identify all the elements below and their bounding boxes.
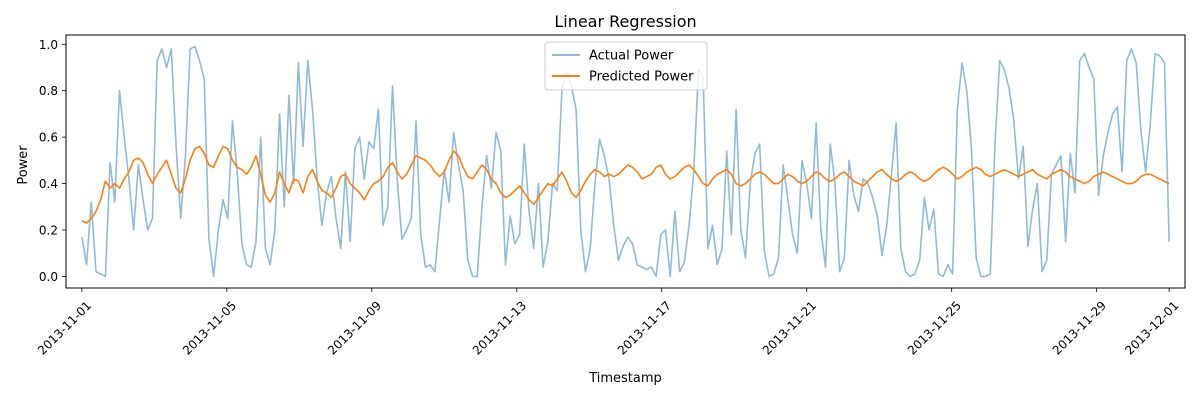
legend: Actual Power Predicted Power — [544, 41, 708, 91]
plot-frame — [65, 34, 1186, 289]
x-axis-label: Timestamp — [588, 371, 662, 386]
y-tick-label: 0.2 — [39, 223, 58, 237]
x-tick-label: 2013-11-25 — [905, 298, 964, 357]
chart-title: Linear Regression — [554, 12, 696, 31]
y-tick-label: 1.0 — [39, 38, 58, 52]
y-axis-label: Power — [16, 145, 31, 185]
y-axis: 0.0 0.2 0.4 0.6 0.8 1.0 — [39, 38, 66, 284]
y-tick-label: 0.6 — [39, 131, 58, 145]
x-tick-label: 2013-11-21 — [760, 298, 819, 357]
series-layer — [81, 45, 1170, 278]
x-tick-label: 2013-11-17 — [615, 298, 674, 357]
y-tick-label: 0.8 — [39, 84, 58, 98]
x-tick-label: 2013-12-01 — [1122, 298, 1181, 357]
x-tick-label: 2013-11-09 — [325, 298, 384, 357]
series-line-actual-power — [81, 45, 1170, 278]
x-axis: 2013-11-01 2013-11-05 2013-11-09 2013-11-13… — [35, 288, 1181, 358]
x-tick-label: 2013-11-13 — [470, 298, 529, 357]
legend-label-predicted: Predicted Power — [589, 70, 694, 85]
y-tick-label: 0.0 — [39, 270, 58, 284]
x-tick-label: 2013-11-05 — [180, 298, 239, 357]
legend-label-actual: Actual Power — [589, 49, 674, 64]
legend-box — [544, 41, 708, 91]
y-tick-label: 0.4 — [39, 177, 58, 191]
x-tick-label: 2013-11-29 — [1050, 298, 1109, 357]
x-tick-label: 2013-11-01 — [35, 298, 94, 357]
series-line-predicted-power — [81, 145, 1170, 224]
